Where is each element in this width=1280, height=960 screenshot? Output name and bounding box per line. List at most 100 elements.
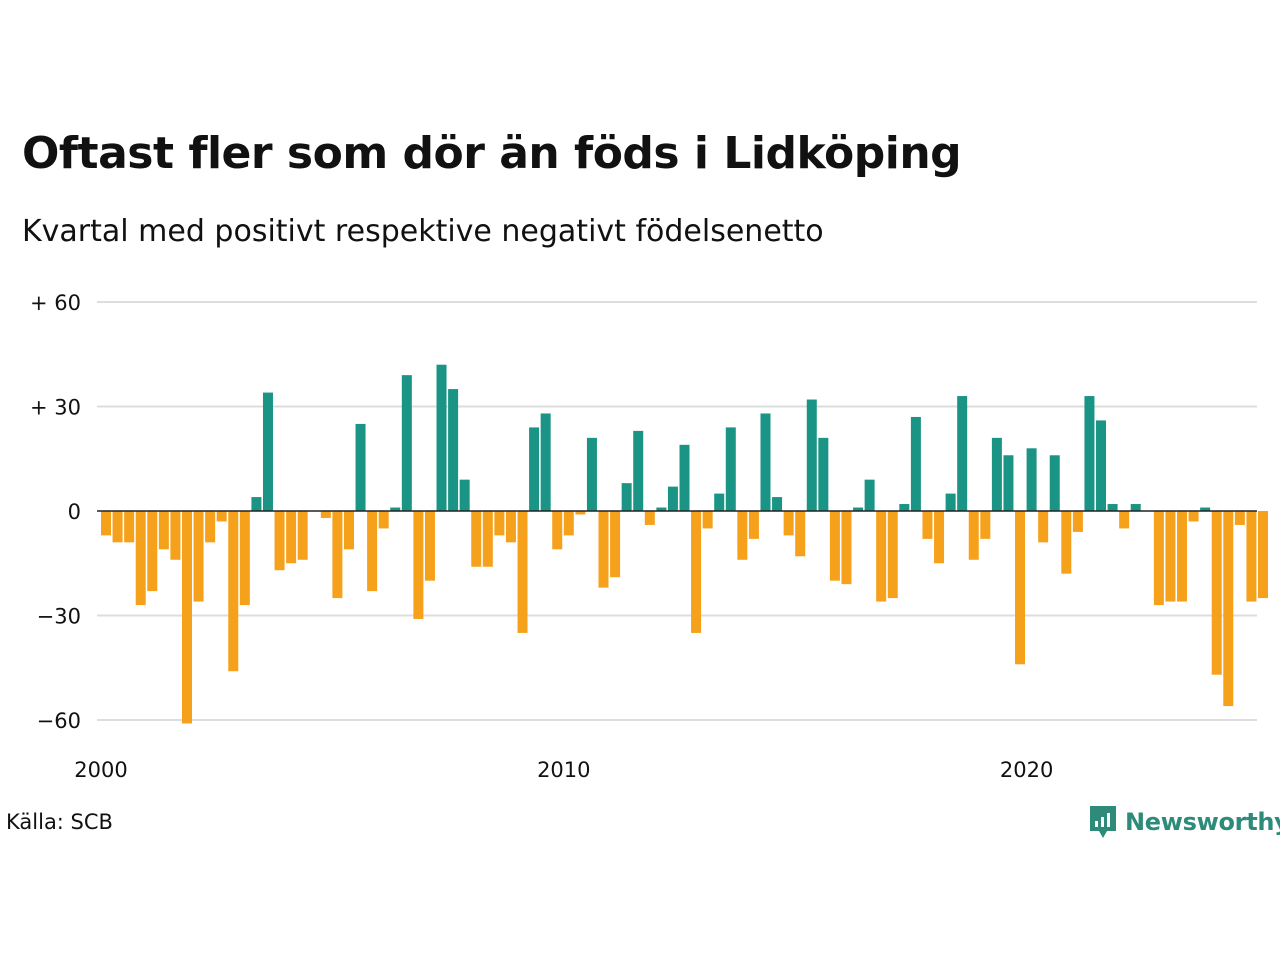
bar [725,427,736,511]
bar [1049,455,1060,511]
bar [320,511,331,518]
bar [1096,420,1107,511]
bar [262,392,273,511]
bar [1188,511,1199,522]
bar [737,511,748,560]
bar [829,511,840,581]
y-tick-label: −30 [37,605,81,629]
grid-lines [97,301,1257,721]
bar [644,511,655,525]
bar [1038,511,1049,543]
bar [552,511,563,550]
bar [101,511,111,536]
y-tick-label: + 60 [30,291,81,315]
bar [147,511,158,592]
bar [343,511,354,550]
chart-subtitle: Kvartal med positivt respektive negativt… [22,214,824,249]
bar [1084,396,1095,511]
bar [170,511,181,560]
bar [887,511,898,599]
bar [378,511,389,529]
bar [748,511,759,539]
newsworthy-logo: Newsworthy [1088,804,1280,840]
bar [1061,511,1072,574]
bar [795,511,806,557]
bar [413,511,424,619]
bar [586,437,597,511]
bar [112,511,123,543]
bar [980,511,991,539]
bar [529,427,540,511]
bar [1177,511,1188,602]
bar [610,511,621,578]
bar [424,511,435,581]
bar [575,511,586,515]
bar [1072,511,1083,532]
bar [563,511,574,536]
bar [390,507,401,511]
bar [124,511,135,543]
bar [818,437,829,511]
bar [621,483,632,511]
bar [505,511,516,543]
bar [679,444,690,511]
bar [1258,511,1268,599]
bar [494,511,505,536]
y-tick-label: 0 [68,500,81,524]
chart-title: Oftast fler som dör än föds i Lidköping [22,128,962,179]
y-tick-label: + 30 [30,396,81,420]
bar [540,413,551,511]
y-axis-labels: + 60 + 30 0 −30 −60 [30,291,81,733]
bar [899,504,910,511]
bar [1003,455,1014,511]
bar [853,507,864,511]
bar [158,511,169,550]
bar [783,511,794,536]
bar [1130,504,1141,511]
bar [1200,507,1211,511]
bar [760,413,771,511]
bar [922,511,933,539]
bar [517,511,528,633]
bar [228,511,239,672]
newsworthy-logo-icon [1090,806,1116,838]
bar [436,364,447,511]
bar [691,511,702,633]
bar [251,497,262,511]
bar [991,437,1002,511]
bar [1119,511,1130,529]
bar [910,416,921,511]
bar [193,511,204,602]
bar [181,511,192,724]
bar [702,511,713,529]
bar [332,511,343,599]
bar [957,396,968,511]
bar [1153,511,1164,606]
bar [656,507,667,511]
bar [934,511,945,564]
bar [205,511,216,543]
bar [216,511,227,522]
bars [101,364,1268,724]
bar [1223,511,1234,707]
bar [274,511,285,571]
x-axis-labels: 2000 2010 2020 [74,758,1053,782]
bar [667,486,678,511]
bar [598,511,609,588]
bar [459,479,470,511]
x-tick-label: 2010 [537,758,590,782]
bar [714,493,725,511]
bar [401,375,412,511]
bar [1015,511,1026,665]
bar [1165,511,1176,602]
y-tick-label: −60 [37,709,81,733]
bar [945,493,956,511]
bar [864,479,875,511]
bar [1026,448,1037,511]
bar [1234,511,1245,525]
x-tick-label: 2020 [1000,758,1053,782]
bar [633,430,644,511]
bar [876,511,887,602]
bar [772,497,783,511]
